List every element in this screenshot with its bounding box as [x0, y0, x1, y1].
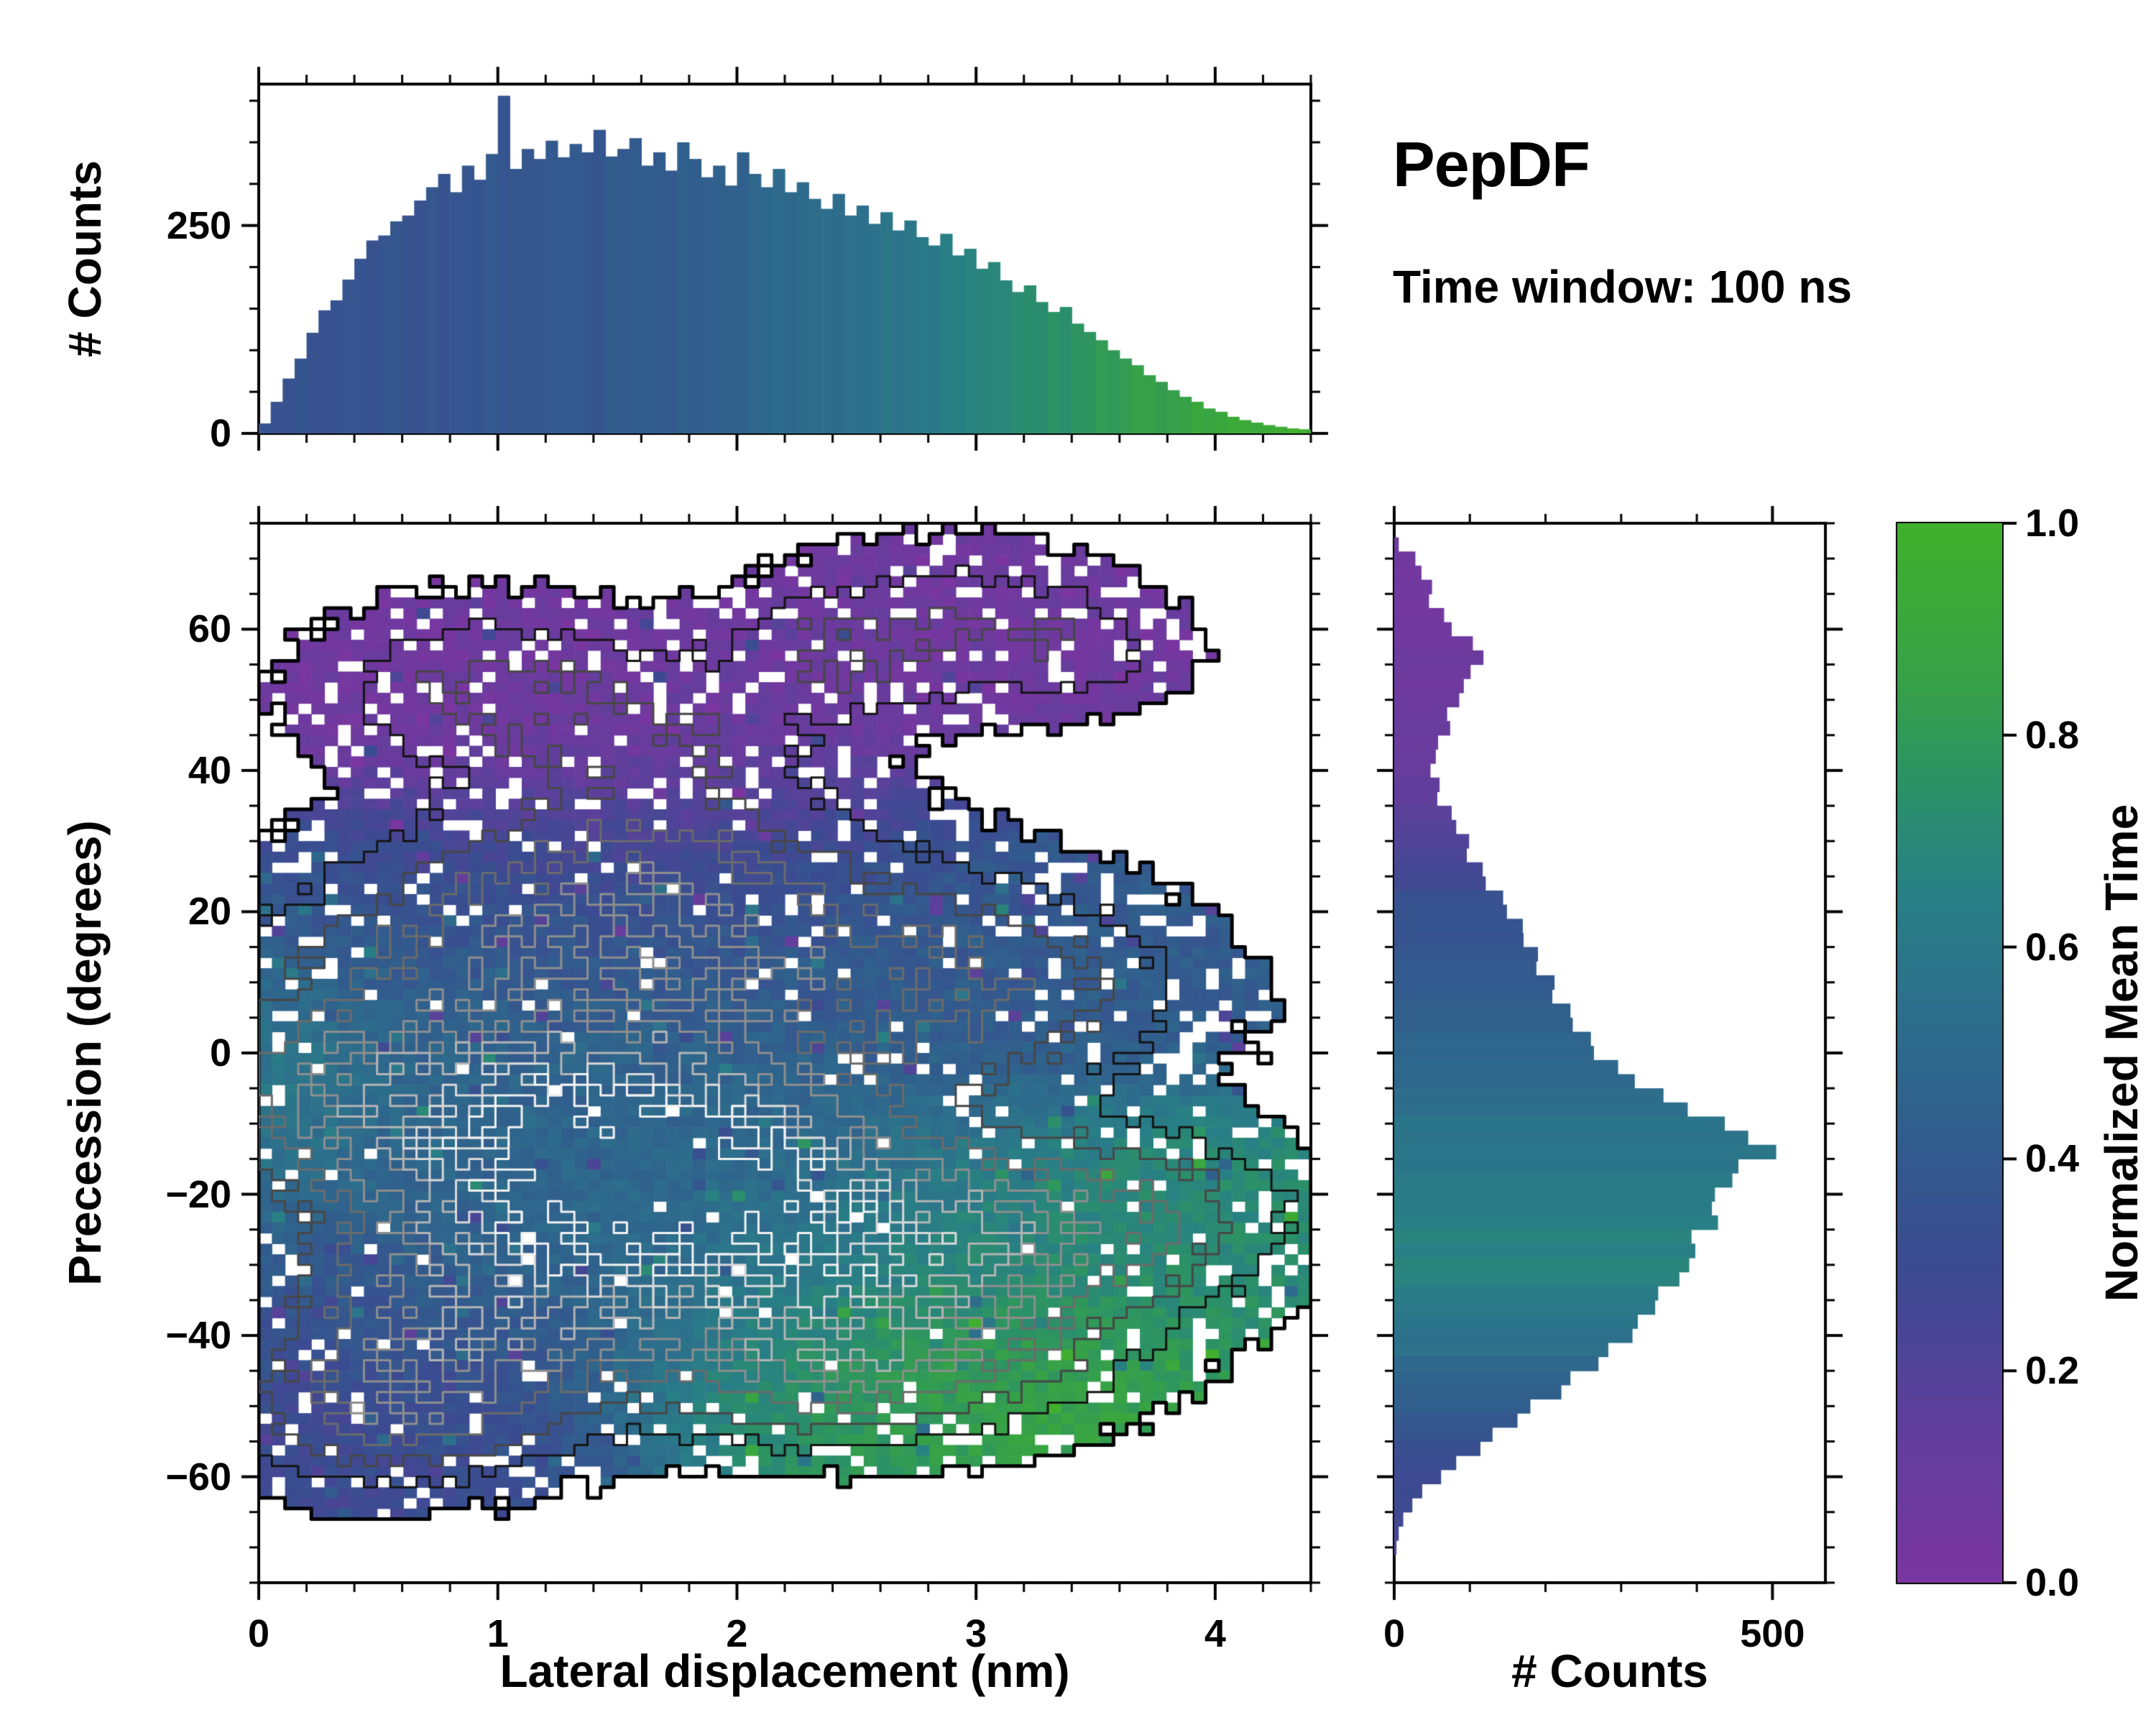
main-x-tick-label: 2 [726, 1612, 748, 1655]
main-y-tick-label: 0 [209, 1031, 231, 1075]
main-ylabel: Precession (degrees) [59, 820, 111, 1286]
plot-title: PepDF [1393, 129, 1590, 200]
top-y-tick-label: 0 [209, 412, 231, 455]
joint-heatmap [259, 523, 1311, 1583]
right-xlabel: # Counts [1511, 1645, 1708, 1697]
main-y-tick-label: −40 [165, 1314, 231, 1358]
right-marginal-histogram [1394, 523, 1825, 1583]
main-x-tick-label: 4 [1204, 1612, 1226, 1655]
main-y-tick-label: 40 [188, 748, 231, 792]
main-xlabel: Lateral displacement (nm) [499, 1645, 1070, 1697]
colorbar-tick-label: 0.4 [2025, 1137, 2080, 1181]
colorbar [1897, 523, 2002, 1583]
right-x-tick-label: 0 [1383, 1612, 1406, 1655]
colorbar-tick-label: 0.8 [2025, 713, 2080, 757]
top-marginal-histogram [259, 84, 1311, 433]
time-window-label: Time window: 100 ns [1393, 261, 1852, 313]
right-x-tick-label: 500 [1740, 1612, 1805, 1655]
colorbar-tick-label: 0.6 [2025, 925, 2080, 969]
colorbar-tick-label: 1.0 [2025, 502, 2080, 545]
main-x-tick-label: 0 [247, 1612, 270, 1655]
main-y-tick-label: −20 [165, 1172, 231, 1216]
colorbar-tick-label: 0.2 [2025, 1349, 2080, 1393]
colorbar-label: Normalized Mean Time [2096, 804, 2147, 1302]
colorbar-tick-label: 0.0 [2025, 1561, 2080, 1604]
main-x-tick-label: 1 [487, 1612, 509, 1655]
top-ylabel: # Counts [59, 160, 111, 357]
top-y-tick-label: 250 [166, 203, 231, 247]
main-y-tick-label: 20 [188, 890, 231, 934]
main-x-tick-label: 3 [965, 1612, 987, 1655]
main-y-tick-label: 60 [188, 607, 231, 651]
main-y-tick-label: −60 [165, 1455, 231, 1499]
